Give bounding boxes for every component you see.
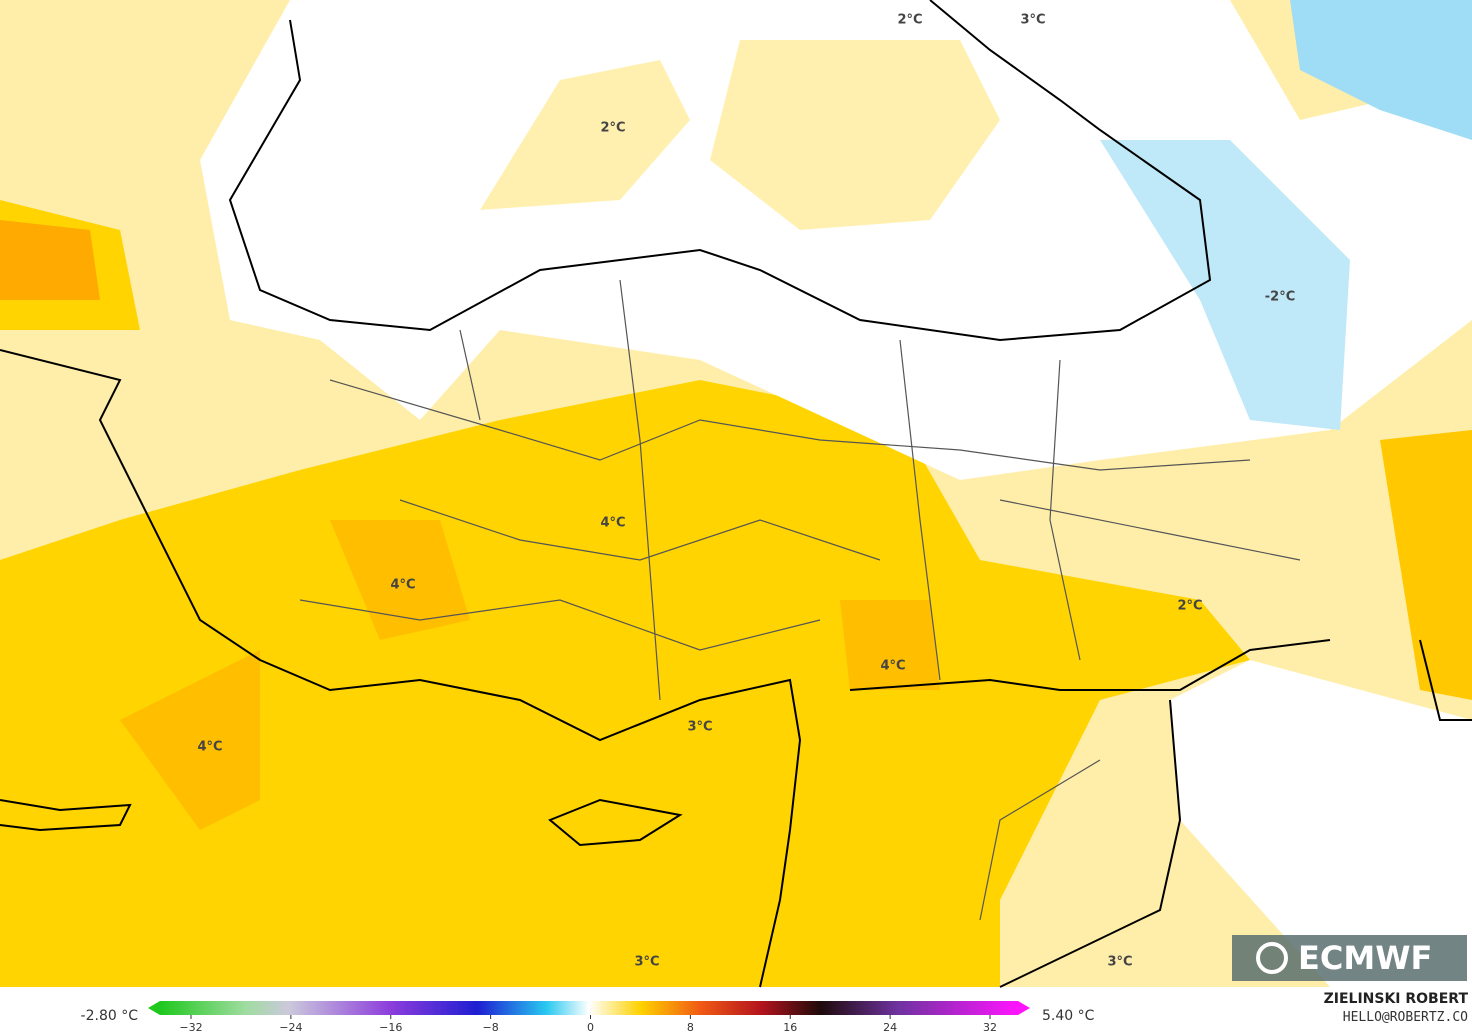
warm-region xyxy=(0,380,1250,987)
border xyxy=(1419,639,1472,721)
admin-border xyxy=(299,279,1301,921)
colorbar-min-arrow xyxy=(148,1001,160,1015)
contour-label: 2°C xyxy=(897,13,922,28)
colorbar-ticks: −32 −24 −16 −8 0 8 16 24 32 xyxy=(179,1015,997,1034)
colorbar-tick-label: 24 xyxy=(883,1021,897,1034)
warm-region xyxy=(1380,430,1472,700)
logo-icon xyxy=(1256,942,1288,974)
colorbar-tick-label: 8 xyxy=(687,1021,694,1034)
coastline xyxy=(228,0,1212,342)
contour-label: 3°C xyxy=(1020,13,1045,28)
logo-text: ECMWF xyxy=(1298,939,1432,977)
border xyxy=(999,699,1182,988)
colorbar-tick-label: −32 xyxy=(179,1021,202,1034)
colorbar-tick-label: −8 xyxy=(483,1021,499,1034)
coastline xyxy=(0,349,802,988)
contour-label: 4°C xyxy=(600,516,625,531)
credit-contact: HELLO@ROBERTZ.CO xyxy=(1343,1010,1468,1025)
cold-region xyxy=(1170,660,1472,987)
warm-region-dark xyxy=(330,520,470,640)
coastline xyxy=(0,799,132,832)
warm-region-dark xyxy=(840,600,940,690)
contour-labels: 2°C 2°C 3°C -2°C 4°C 4°C 4°C 4°C 3°C 2°C 3°C 3°C xyxy=(197,13,1295,970)
colorbar-max-arrow xyxy=(1018,1001,1030,1015)
colorbar-tick-label: −24 xyxy=(279,1021,302,1034)
credit-author: ZIELINSKI ROBERT xyxy=(1324,991,1469,1007)
coastline xyxy=(548,798,683,847)
warm-region-dark xyxy=(0,220,100,300)
colorbar: -2.80 °C 5.40 °C −32 −24 −16 −8 0 8 16 24 32 xyxy=(81,1001,1095,1034)
contour-label: 4°C xyxy=(197,740,222,755)
logo: ECMWF xyxy=(1232,935,1467,981)
cold-region xyxy=(200,0,1472,480)
cold-region-blue xyxy=(1100,140,1350,430)
warm-patch xyxy=(710,40,1000,230)
colorbar-tick-label: −16 xyxy=(379,1021,402,1034)
contour-label: 4°C xyxy=(390,578,415,593)
warm-region-dark xyxy=(120,650,260,830)
colorbar-tick-label: 16 xyxy=(783,1021,797,1034)
contour-label: 4°C xyxy=(880,659,905,674)
contour-label: 3°C xyxy=(1107,955,1132,970)
contour-label: 2°C xyxy=(1177,599,1202,614)
border xyxy=(849,639,1331,691)
cold-region-blue xyxy=(1290,0,1472,140)
colorbar-tick-label: 32 xyxy=(983,1021,997,1034)
colorbar-max-label: 5.40 °C xyxy=(1042,1008,1095,1024)
contour-label: -2°C xyxy=(1265,290,1295,305)
colorbar-min-label: -2.80 °C xyxy=(81,1008,139,1024)
colorbar-tick-label: 0 xyxy=(587,1021,594,1034)
contour-label: 2°C xyxy=(600,121,625,136)
contour-label: 3°C xyxy=(634,955,659,970)
warm-patch xyxy=(480,60,690,210)
contour-label: 3°C xyxy=(687,720,712,735)
colorbar-scale xyxy=(160,1001,1018,1015)
map xyxy=(0,0,1472,988)
